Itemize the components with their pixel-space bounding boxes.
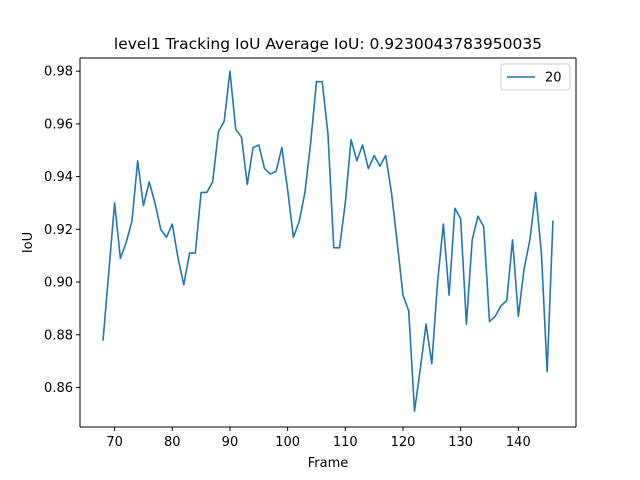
plot-area [102,70,554,412]
legend-label: 20 [545,71,562,86]
y-tick-label: 0.88 [44,328,73,343]
y-tick-label: 0.92 [44,223,73,238]
x-tick-label: 120 [391,435,416,450]
x-tick-label: 70 [106,435,123,450]
legend-box [500,63,571,91]
series-line-20 [102,70,554,412]
y-axis-label: IoU [21,232,36,253]
chart-title: level1 Tracking IoU Average IoU: 0.92300… [114,35,542,53]
y-tick-label: 0.98 [44,65,73,80]
x-axis-label: Frame [308,456,349,471]
x-tick-label: 130 [448,435,473,450]
y-tick-label: 0.86 [44,381,73,396]
y-tick-label: 0.94 [44,170,73,185]
x-tick-label: 80 [164,435,181,450]
x-tick-label: 140 [506,435,531,450]
y-tick-label: 0.96 [44,117,73,132]
y-tick-label: 0.90 [44,276,73,291]
x-tick-label: 90 [222,435,239,450]
legend: 20 [500,63,571,91]
x-tick-label: 110 [333,435,358,450]
x-tick-label: 100 [275,435,300,450]
